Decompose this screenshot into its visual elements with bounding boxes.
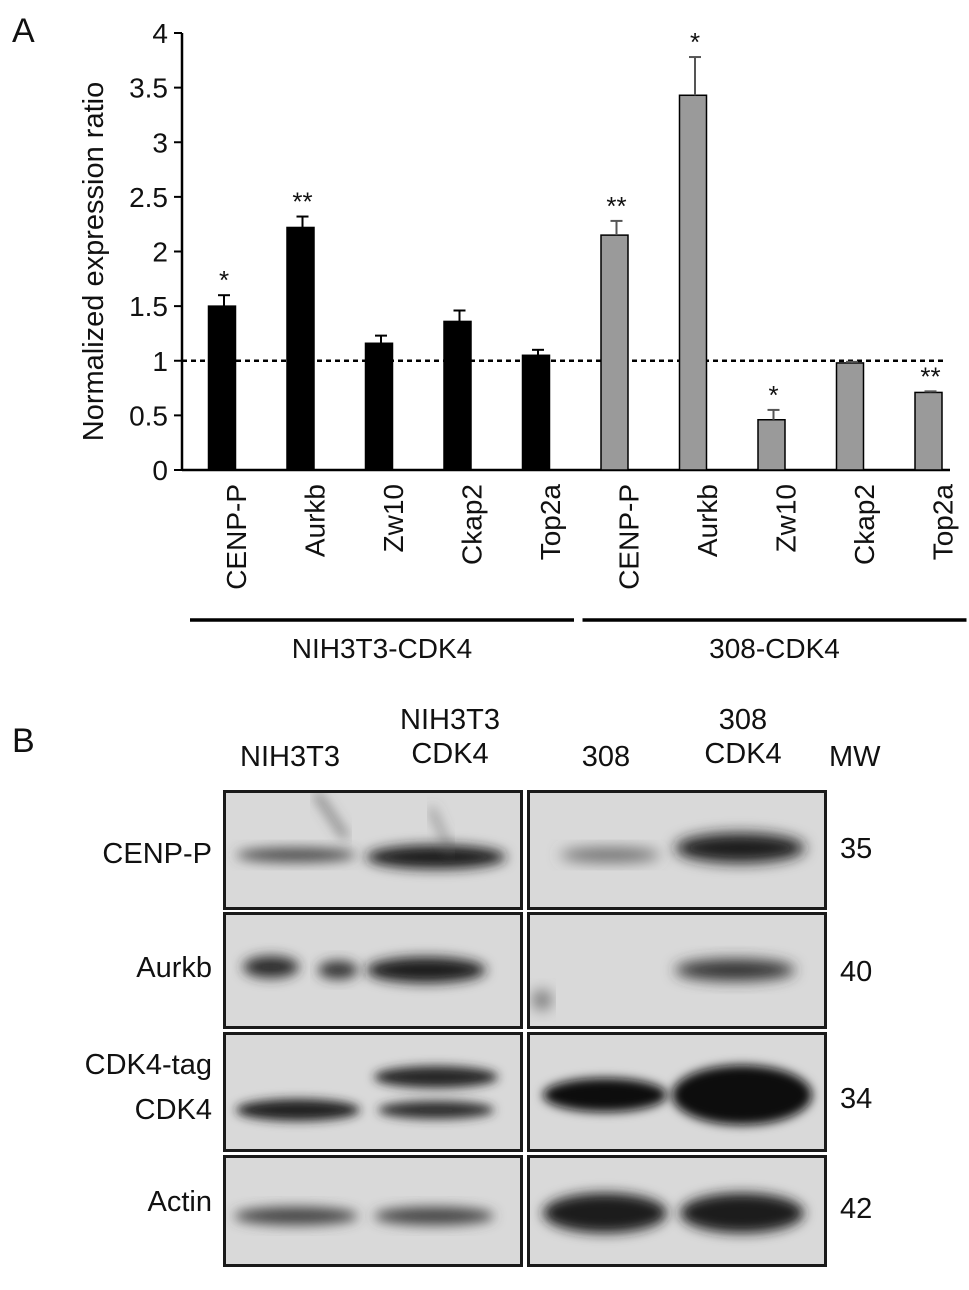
blot-cenp-p-right — [527, 790, 827, 910]
x-tick-label: Zw10 — [771, 484, 802, 552]
bar — [757, 418, 786, 471]
y-tick-label: 1.5 — [129, 291, 168, 322]
blot-image — [236, 793, 506, 869]
row-label-cdk4-tag: CDK4-tag — [84, 1049, 212, 1081]
x-tick-label: CENP-P — [221, 484, 252, 590]
bar — [914, 391, 943, 471]
blot-image — [532, 959, 795, 1010]
blot-aurkb-right — [527, 912, 827, 1029]
y-tick-label: 3 — [152, 127, 168, 158]
x-tick-label: Aurkb — [692, 484, 723, 557]
bar-chart: 0 0.5 1 1.5 2 2.5 3 3.5 4 Normalized expression r… — [78, 18, 967, 664]
lane-label-nih3t3: NIH3T3 — [240, 741, 340, 773]
blot-image — [243, 956, 486, 983]
y-tick-label: 3.5 — [129, 73, 168, 104]
y-tick-label: 0 — [152, 455, 168, 486]
mw-value-cdk4: 34 — [840, 1083, 873, 1115]
y-tick-label: 0.5 — [129, 400, 168, 431]
mw-header: MW — [829, 741, 881, 773]
x-tick-label: Top2a — [928, 484, 959, 561]
y-axis-title: Normalized expression ratio — [78, 82, 110, 441]
x-tick-label: Zw10 — [378, 484, 409, 552]
blot-cdk4-left — [223, 1032, 523, 1152]
lane-label-308-cdk4: 308 CDK4 — [704, 704, 782, 771]
blot-image — [560, 833, 805, 863]
bar — [600, 234, 629, 471]
row-label-aurkb: Aurkb — [136, 952, 212, 984]
significance-label: ** — [920, 361, 940, 391]
y-tick-label: 2.5 — [129, 182, 168, 213]
y-tick-label: 2 — [152, 237, 168, 268]
y-tick-label: 1 — [152, 346, 168, 377]
blot-aurkb-left — [223, 912, 523, 1029]
significance-label: * — [690, 27, 700, 57]
panel-b-label: B — [12, 722, 35, 760]
mw-value-aurkb: 40 — [840, 956, 873, 988]
blot-actin-left — [223, 1155, 523, 1267]
blot-cdk4-right — [527, 1032, 827, 1152]
x-tick-label: Top2a — [535, 484, 566, 561]
panel-a-label: A — [12, 12, 35, 50]
blot-image — [236, 1066, 498, 1121]
significance-label: * — [219, 265, 229, 295]
y-tick-label: 4 — [152, 18, 168, 49]
blot-image — [234, 1207, 494, 1225]
x-tick-label: Ckap2 — [849, 484, 880, 565]
blot-actin-right — [527, 1155, 827, 1267]
bar — [364, 342, 394, 471]
mw-value-actin: 42 — [840, 1193, 873, 1225]
blot-cenp-p-left — [223, 790, 523, 910]
row-label-cdk4: CDK4 — [134, 1094, 212, 1126]
group-label: 308-CDK4 — [709, 633, 840, 664]
blot-image — [543, 1193, 804, 1233]
row-label-cenp-p: CENP-P — [102, 838, 212, 870]
significance-label: ** — [606, 191, 626, 221]
bar — [835, 362, 865, 471]
x-tick-label: Aurkb — [300, 484, 331, 557]
x-tick-label: CENP-P — [614, 484, 645, 590]
blot-image — [543, 1065, 812, 1125]
row-label-actin: Actin — [147, 1186, 212, 1218]
significance-label: * — [768, 380, 778, 410]
bar — [286, 226, 315, 471]
bar — [207, 305, 237, 471]
significance-label: ** — [292, 187, 312, 217]
bar — [678, 94, 708, 471]
x-tick-label: Ckap2 — [457, 484, 488, 565]
group-label: NIH3T3-CDK4 — [292, 633, 472, 664]
bar — [443, 320, 472, 471]
mw-value-cenp-p: 35 — [840, 833, 873, 865]
lane-label-nih3t3-cdk4: NIH3T3 CDK4 — [400, 704, 500, 771]
bar — [521, 354, 551, 471]
lane-label-308: 308 — [581, 741, 631, 773]
